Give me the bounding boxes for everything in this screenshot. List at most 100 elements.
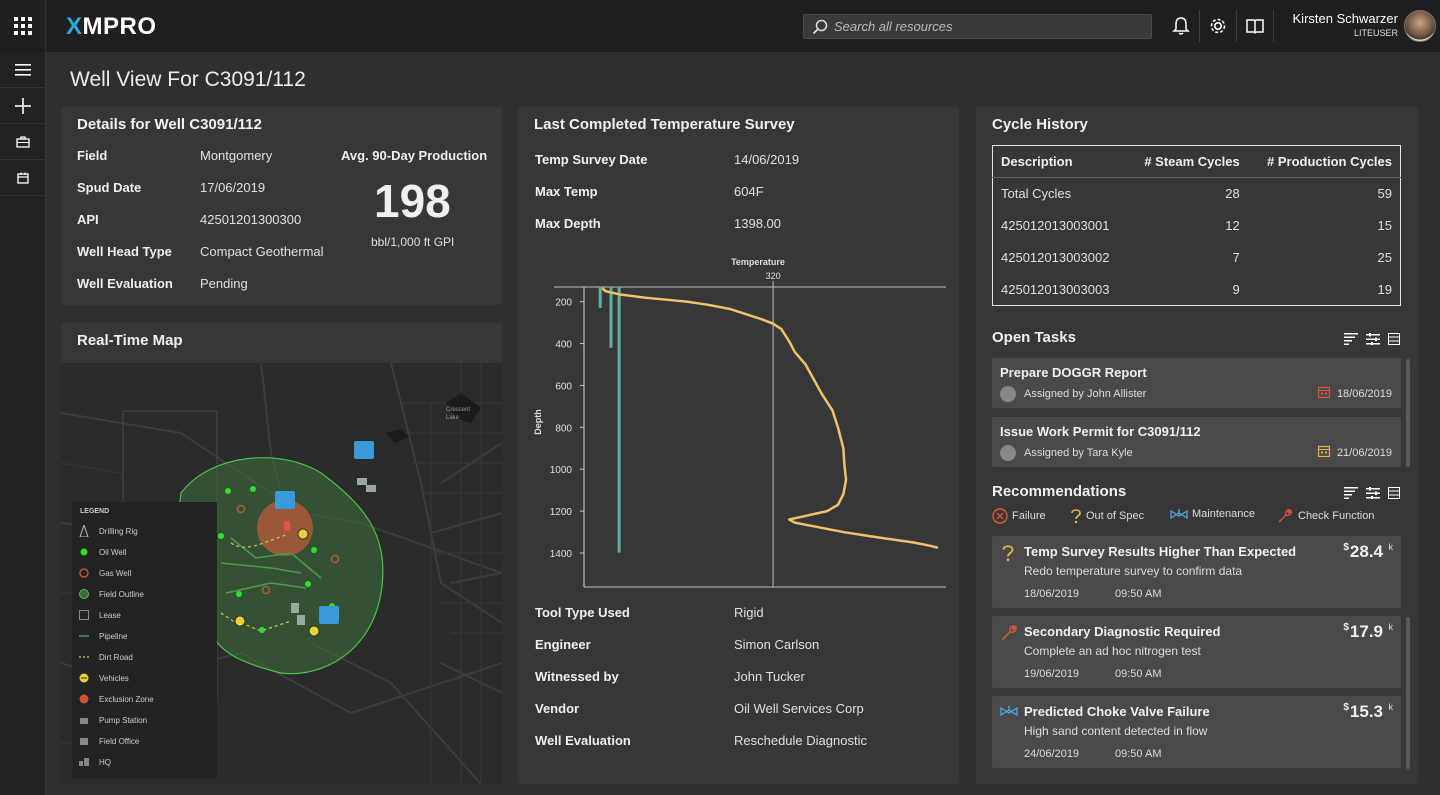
survey-value: Simon Carlson [734,637,820,652]
chart-depth-bar [598,287,602,308]
chart-y-tick-label: 800 [555,423,572,434]
add-button[interactable] [0,88,46,124]
list-view-icon[interactable] [1388,333,1400,345]
detail-label: API [77,212,99,227]
table-cell: 12 [1225,218,1240,233]
table-row[interactable]: Total Cycles 28 59 [993,178,1401,210]
hq-icon [78,756,90,768]
legend-item: Exclusion Zone [78,693,154,705]
currency-symbol: $ [1343,542,1349,553]
filter-icon[interactable] [1366,487,1380,499]
exclusion-zone-icon [78,693,90,705]
chart-y-tick-label: 400 [555,340,572,351]
sort-icon[interactable] [1344,333,1358,345]
calendar-icon [17,172,29,184]
avatar[interactable] [1404,10,1436,42]
temperature-chart[interactable]: 320 Temperature Depth 200 400 600 800 1000 1200 1… [518,247,959,592]
legend-label: Oil Well [99,547,127,557]
recommendation-card[interactable]: Temp Survey Results Higher Than Expected… [992,536,1401,608]
survey-value: John Tucker [734,669,805,684]
legend-label: Field Office [99,736,140,746]
map-place-label: Lake [446,415,460,421]
valve-icon [1000,706,1018,717]
briefcase-icon [16,135,30,148]
column-header[interactable]: # Production Cycles [1247,145,1401,178]
help-docs-button[interactable] [1243,14,1267,38]
chart-reference-label: 320 [766,271,781,281]
pump-station-icon [78,714,90,726]
table-cell: 59 [1377,186,1392,202]
column-header[interactable]: Description [992,145,1128,178]
search-input[interactable] [834,19,1134,34]
currency-symbol: $ [1343,622,1349,633]
survey-value: Rigid [734,605,764,620]
recommendation-card[interactable]: Predicted Choke Valve Failure High sand … [992,696,1401,768]
table-cell: 7 [1232,250,1240,265]
task-card[interactable]: Prepare DOGGR Report Assigned by John Al… [992,358,1401,408]
rec-description: High sand content detected in flow [1024,724,1208,738]
table-header-row: Description # Steam Cycles # Production … [992,145,1401,178]
tasks-toolbar [1344,333,1400,345]
table-row[interactable]: 425012013003001 12 15 [993,210,1401,242]
table-cell: 9 [1232,281,1240,297]
wrench-icon [1001,625,1017,641]
rec-legend-label: Check Function [1298,510,1375,522]
legend-label: HQ [99,757,111,767]
xmpro-logo[interactable]: XMPRO [66,13,157,41]
settings-button[interactable] [1206,14,1230,38]
rec-legend-maintenance[interactable]: Maintenance [1170,508,1255,520]
user-name[interactable]: Kirsten Schwarzer [1292,11,1398,26]
recs-scrollbar[interactable] [1406,617,1410,769]
app-launcher-button[interactable] [0,0,46,52]
recommendation-card[interactable]: Secondary Diagnostic Required Complete a… [992,616,1401,688]
rec-description: Redo temperature survey to confirm data [1024,564,1243,578]
list-view-icon[interactable] [1388,487,1400,499]
rec-date: 19/06/2019 [1024,668,1080,680]
logo-x: X [66,13,83,40]
rec-time: 09:50 AM [1115,748,1162,760]
legend-label: Drilling Rig [99,526,138,536]
column-header[interactable]: # Steam Cycles [1127,145,1248,178]
cost-unit: k [1388,542,1394,552]
production-value: 198 [374,175,451,227]
top-bar: XMPRO Kirsten Schwarzer LITEUSER [0,0,1440,52]
task-card[interactable]: Issue Work Permit for C3091/112 Assigned… [992,417,1401,467]
legend-item: Field Office [78,735,139,747]
legend-item: Field Outline [78,588,144,600]
survey-label: Temp Survey Date [535,152,648,167]
survey-label: Well Evaluation [535,733,631,748]
legend-label: Dirt Road [99,652,133,662]
table-row[interactable]: 425012013003003 9 19 [993,274,1401,306]
cycle-history-table: Description # Steam Cycles # Production … [992,145,1401,306]
survey-label: Engineer [535,637,591,652]
field-office-icon [78,735,90,747]
toolbox-button[interactable] [0,124,46,160]
rec-legend-out-of-spec[interactable]: Out of Spec [1070,508,1144,524]
chart-y-tick-label: 200 [555,298,572,309]
map-legend: LEGEND Drilling Rig Oil Well Gas Well Fi… [72,502,217,778]
table-row[interactable]: 425012013003002 7 25 [993,242,1401,274]
search-box[interactable] [803,14,1152,39]
calendar-button[interactable] [0,160,46,196]
survey-label: Witnessed by [535,669,619,684]
filter-icon[interactable] [1366,333,1380,345]
notifications-button[interactable] [1169,14,1193,38]
rec-legend-check-function[interactable]: Check Function [1277,508,1374,524]
tasks-scrollbar[interactable] [1406,359,1410,467]
assignee-avatar [1000,386,1016,402]
menu-button[interactable] [0,52,46,88]
rec-title: Secondary Diagnostic Required [1024,624,1221,639]
legend-item: Pipeline [78,630,127,642]
rec-legend-failure[interactable]: Failure [992,508,1046,524]
detail-value: Compact Geothermal [200,244,324,259]
rec-cost: $28.4 [1343,542,1383,562]
production-unit: bbl/1,000 ft GPI [371,235,455,249]
sort-icon[interactable] [1344,487,1358,499]
task-due-date: 21/06/2019 [1336,447,1392,459]
rec-time: 09:50 AM [1115,668,1162,680]
chart-x-title: Temperature [731,257,785,267]
cost-value: 17.9 [1349,622,1383,641]
cost-value: 28.4 [1349,542,1383,561]
table-cell: 15 [1377,218,1392,233]
rec-legend-label: Failure [1012,510,1046,522]
